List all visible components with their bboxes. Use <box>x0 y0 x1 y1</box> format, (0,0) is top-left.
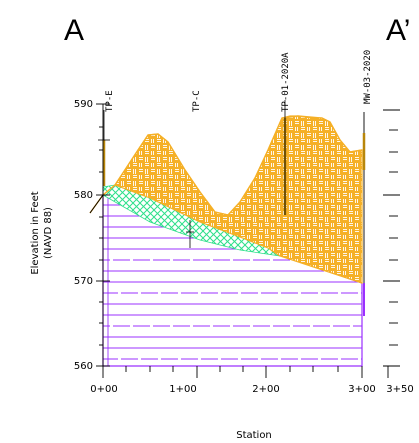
x-axis-title: Station <box>236 430 272 441</box>
y-tick-580: 580 <box>74 190 93 201</box>
x-tick-4: 3+50 <box>386 384 413 395</box>
ground-surface-line <box>89 115 363 216</box>
boring-label-tp-01-2020a: TP-01-2020A <box>281 52 291 112</box>
ground-extension-line <box>89 194 104 214</box>
x-tick-3: 3+00 <box>348 384 375 395</box>
x-tick-1: 1+00 <box>169 384 196 395</box>
y-axis-title-line2: (NAVD 88) <box>43 207 54 259</box>
y-tick-560: 560 <box>74 361 93 372</box>
x-tick-0: 0+00 <box>90 384 117 395</box>
boring-tp-c <box>186 220 194 248</box>
boring-tp-e <box>98 110 110 186</box>
boring-label-tp-c: TP-C <box>192 90 202 112</box>
y-axis-title-line1: Elevation in Feet <box>30 191 41 274</box>
bedrock-zone <box>102 194 363 367</box>
section-start-label: A <box>64 14 85 47</box>
boring-label-tp-e: TP-E <box>105 90 115 112</box>
y-tick-570: 570 <box>74 276 93 287</box>
section-end-label: A’ <box>386 14 411 47</box>
x-axis <box>102 366 389 378</box>
y-axis <box>96 103 110 367</box>
right-axis <box>383 109 400 367</box>
x-tick-2: 2+00 <box>252 384 279 395</box>
boring-label-mw-03-2020: MW-03-2020 <box>363 50 373 104</box>
y-tick-590: 590 <box>74 99 93 110</box>
